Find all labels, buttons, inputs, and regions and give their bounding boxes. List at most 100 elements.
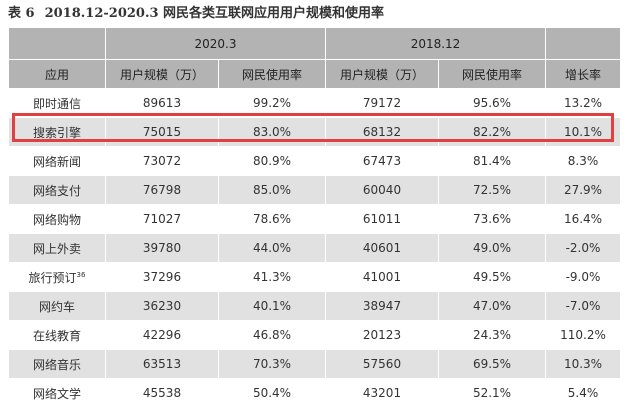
- growth-cell-text: -9.0%: [565, 270, 601, 284]
- rate-2018-cell-text: 81.4%: [472, 154, 512, 168]
- app-name-cell-text: 网络新闻: [32, 154, 81, 169]
- rate-2020-cell-text: 85.0%: [252, 183, 292, 197]
- users-2018-cell: 43201: [325, 378, 439, 408]
- users-2018-cell-text: 67473: [362, 154, 402, 168]
- users-2020-cell: 37296: [105, 262, 219, 292]
- table-row: 网络文学 45538 50.4% 43201 52.1% 5.4%: [8, 378, 621, 408]
- table-row: 网上外卖 39780 44.0% 40601 49.0% -2.0%: [8, 233, 621, 263]
- rate-2020-cell-text: 50.4%: [252, 386, 292, 400]
- users-2018-cell: 20123: [325, 320, 439, 350]
- growth-cell-text: 27.9%: [563, 183, 603, 197]
- users-2020-cell: 89613: [105, 88, 219, 118]
- rate-2018-cell: 95.6%: [438, 88, 546, 118]
- users-2020-cell-text: 45538: [142, 386, 182, 400]
- users-2018-cell: 60040: [325, 175, 439, 205]
- table-title: 表 6 2018.12-2020.3 网民各类互联网应用用户规模和使用率: [8, 4, 394, 24]
- app-name-cell-text: 网络支付: [32, 183, 81, 198]
- users-2020-cell: 45538: [105, 378, 219, 408]
- users-2020-cell-text: 63513: [142, 357, 182, 371]
- rate-2018-cell: 81.4%: [438, 146, 546, 176]
- table-number: 表 6: [8, 6, 35, 21]
- rate-2018-cell-text: 95.6%: [472, 96, 512, 110]
- app-name-cell-text: 网络音乐: [32, 357, 81, 372]
- table-row: 网络支付 76798 85.0% 60040 72.5% 27.9%: [8, 175, 621, 205]
- usage-table: 2020.3 2018.12 应用 用户规模（万） 网民使用率 用户规模（万） …: [8, 27, 621, 408]
- rate-2020-cell: 99.2%: [218, 88, 326, 118]
- app-name-cell: 在线教育: [8, 320, 106, 350]
- table-row: 即时通信 89613 99.2% 79172 95.6% 13.2%: [8, 88, 621, 118]
- app-name-cell: 网约车: [8, 291, 106, 321]
- rate-2020-cell: 41.3%: [218, 262, 326, 292]
- growth-cell-text: -2.0%: [565, 241, 601, 255]
- rate-2020-cell: 85.0%: [218, 175, 326, 205]
- rate-2018-cell: 49.0%: [438, 233, 546, 263]
- app-name-cell: 网上外卖: [8, 233, 106, 263]
- users-2018-cell: 61011: [325, 204, 439, 234]
- app-name-cell-text: 网约车: [38, 299, 75, 314]
- users-2018-cell: 57560: [325, 349, 439, 379]
- rate-2018-cell: 72.5%: [438, 175, 546, 205]
- app-name-cell-text: 即时通信: [32, 96, 81, 111]
- rate-2020-cell: 78.6%: [218, 204, 326, 234]
- rate-2018-cell-text: 73.6%: [472, 212, 512, 226]
- users-2020-cell-text: 76798: [142, 183, 182, 197]
- users-2018-cell-text: 79172: [362, 96, 402, 110]
- growth-cell: 16.4%: [545, 204, 621, 234]
- app-name-cell-text: 旅行预订: [28, 270, 77, 285]
- rate-2018-cell-text: 72.5%: [472, 183, 512, 197]
- rate-2020-cell-text: 80.9%: [252, 154, 292, 168]
- users-2018-cell-text: 20123: [362, 328, 402, 342]
- growth-cell: 5.4%: [545, 378, 621, 408]
- rate-2020-cell-text: 44.0%: [252, 241, 292, 255]
- app-name-cell-text: 网络购物: [32, 212, 81, 227]
- growth-cell-text: 10.3%: [563, 357, 603, 371]
- table-title-text: 2018.12-2020.3 网民各类互联网应用用户规模和使用率: [44, 6, 385, 21]
- growth-cell-text: 110.2%: [560, 328, 606, 342]
- users-2020-cell: 76798: [105, 175, 219, 205]
- app-name-cell: 搜索引擎: [8, 117, 106, 147]
- growth-cell-text: 10.1%: [563, 125, 603, 139]
- users-2020-cell: 75015: [105, 117, 219, 147]
- growth-cell-text: -7.0%: [565, 299, 601, 313]
- table-row: 搜索引擎 75015 83.0% 68132 82.2% 10.1%: [8, 117, 621, 147]
- growth-cell-text: 8.3%: [567, 154, 599, 168]
- growth-cell: -9.0%: [545, 262, 621, 292]
- users-2018-cell: 40601: [325, 233, 439, 263]
- rate-2020-cell: 46.8%: [218, 320, 326, 350]
- table-row: 在线教育 42296 46.8% 20123 24.3% 110.2%: [8, 320, 621, 350]
- app-name-cell-text: 网络文学: [32, 386, 81, 401]
- users-2020-cell: 39780: [105, 233, 219, 263]
- users-2020-cell: 71027: [105, 204, 219, 234]
- app-name-cell: 网络音乐: [8, 349, 106, 379]
- rate-2020-cell-text: 46.8%: [252, 328, 292, 342]
- app-name-cell: 即时通信: [8, 88, 106, 118]
- growth-cell: 10.1%: [545, 117, 621, 147]
- growth-cell: 8.3%: [545, 146, 621, 176]
- header-blank: [8, 27, 106, 60]
- users-2020-cell: 73072: [105, 146, 219, 176]
- period-2020: 2020.3: [105, 27, 326, 60]
- users-2018-cell-text: 41001: [362, 270, 402, 284]
- rate-2020-cell: 40.1%: [218, 291, 326, 321]
- users-2020-cell-text: 71027: [142, 212, 182, 226]
- rate-2020-cell: 80.9%: [218, 146, 326, 176]
- rate-2018-cell-text: 49.5%: [472, 270, 512, 284]
- rate-2018-cell-text: 52.1%: [472, 386, 512, 400]
- table-row: 网络购物 71027 78.6% 61011 73.6% 16.4%: [8, 204, 621, 234]
- users-2018-cell-text: 68132: [362, 125, 402, 139]
- period-2018: 2018.12: [325, 27, 546, 60]
- table-row: 网络新闻 73072 80.9% 67473 81.4% 8.3%: [8, 146, 621, 176]
- col-header-users-2018: 用户规模（万）: [325, 59, 439, 89]
- users-2018-cell: 68132: [325, 117, 439, 147]
- app-name-cell: 网络支付: [8, 175, 106, 205]
- table-row: 旅行预订36 37296 41.3% 41001 49.5% -9.0%: [8, 262, 621, 292]
- footnote-marker: 36: [76, 270, 86, 279]
- app-name-cell-text: 在线教育: [32, 328, 81, 343]
- users-2020-cell: 63513: [105, 349, 219, 379]
- rate-2020-cell-text: 40.1%: [252, 299, 292, 313]
- users-2020-cell-text: 73072: [142, 154, 182, 168]
- growth-cell: 110.2%: [545, 320, 621, 350]
- col-header-rate-2020: 网民使用率: [218, 59, 326, 89]
- users-2018-cell-text: 43201: [362, 386, 402, 400]
- growth-cell: 13.2%: [545, 88, 621, 118]
